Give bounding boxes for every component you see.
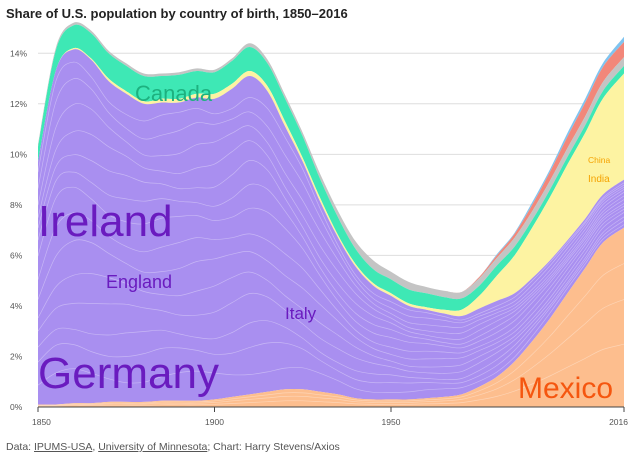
stacked-area-chart: Ireland Germany England Italy Canada Mexico Ch… [10, 22, 628, 427]
europe-streak [37, 154, 625, 340]
y-tick-label: 8% [10, 200, 23, 210]
europe-streak [37, 171, 625, 345]
y-tick-label: 6% [10, 250, 23, 260]
europe-streak [37, 103, 625, 329]
europe-streak [37, 208, 625, 368]
y-tick-label: 14% [10, 48, 27, 58]
europe-streak [37, 220, 625, 384]
europe-streak [37, 203, 625, 354]
y-tick-label: 12% [10, 99, 27, 109]
label-germany: Germany [38, 349, 219, 398]
mexico-streak [37, 299, 625, 406]
source-link-ipums[interactable]: IPUMS-USA [34, 441, 93, 453]
mexico-streak [37, 263, 625, 406]
x-tick-label: 1850 [32, 417, 51, 427]
series-labels: Ireland Germany England Italy Canada Mexico Ch… [38, 81, 613, 405]
area-europe [38, 49, 624, 405]
y-tick-label: 4% [10, 301, 23, 311]
label-china: China [588, 155, 610, 165]
europe-streak [37, 186, 625, 349]
y-tick-label: 2% [10, 351, 23, 361]
area-series [38, 22, 624, 407]
europe-streak [37, 205, 625, 360]
source-suffix: ; Chart: Harry Stevens/Axios [207, 441, 340, 453]
x-tick-label: 2016 [609, 417, 628, 427]
country-streaks [37, 61, 625, 407]
x-tick-label: 1950 [382, 417, 401, 427]
label-canada: Canada [135, 81, 213, 106]
source-note: Data: IPUMS-USA, University of Minnesota… [6, 441, 340, 453]
x-tick-label: 1900 [205, 417, 224, 427]
mexico-streak [37, 343, 625, 407]
label-italy: Italy [285, 304, 317, 323]
chart-title: Share of U.S. population by country of b… [6, 6, 348, 21]
europe-streak [37, 224, 625, 394]
label-india: India [588, 174, 610, 185]
source-link-umn[interactable]: University of Minnesota [98, 441, 208, 453]
europe-streak [37, 78, 625, 324]
y-tick-label: 10% [10, 149, 27, 159]
axes: 0% 2% 4% 6% 8% 10% 12% 14% 1850 1900 1950 2016 [10, 48, 628, 427]
source-prefix: Data: [6, 441, 35, 453]
label-mexico: Mexico [518, 372, 613, 405]
europe-streak [37, 61, 625, 321]
source-separator: , [92, 441, 99, 453]
area-mexico [38, 227, 624, 407]
area-canada [38, 24, 624, 311]
label-england: England [106, 272, 172, 292]
y-tick-label: 0% [10, 402, 23, 412]
europe-streak [37, 212, 625, 374]
europe-streak [37, 216, 625, 380]
europe-streak [37, 130, 625, 335]
label-ireland: Ireland [38, 197, 173, 246]
